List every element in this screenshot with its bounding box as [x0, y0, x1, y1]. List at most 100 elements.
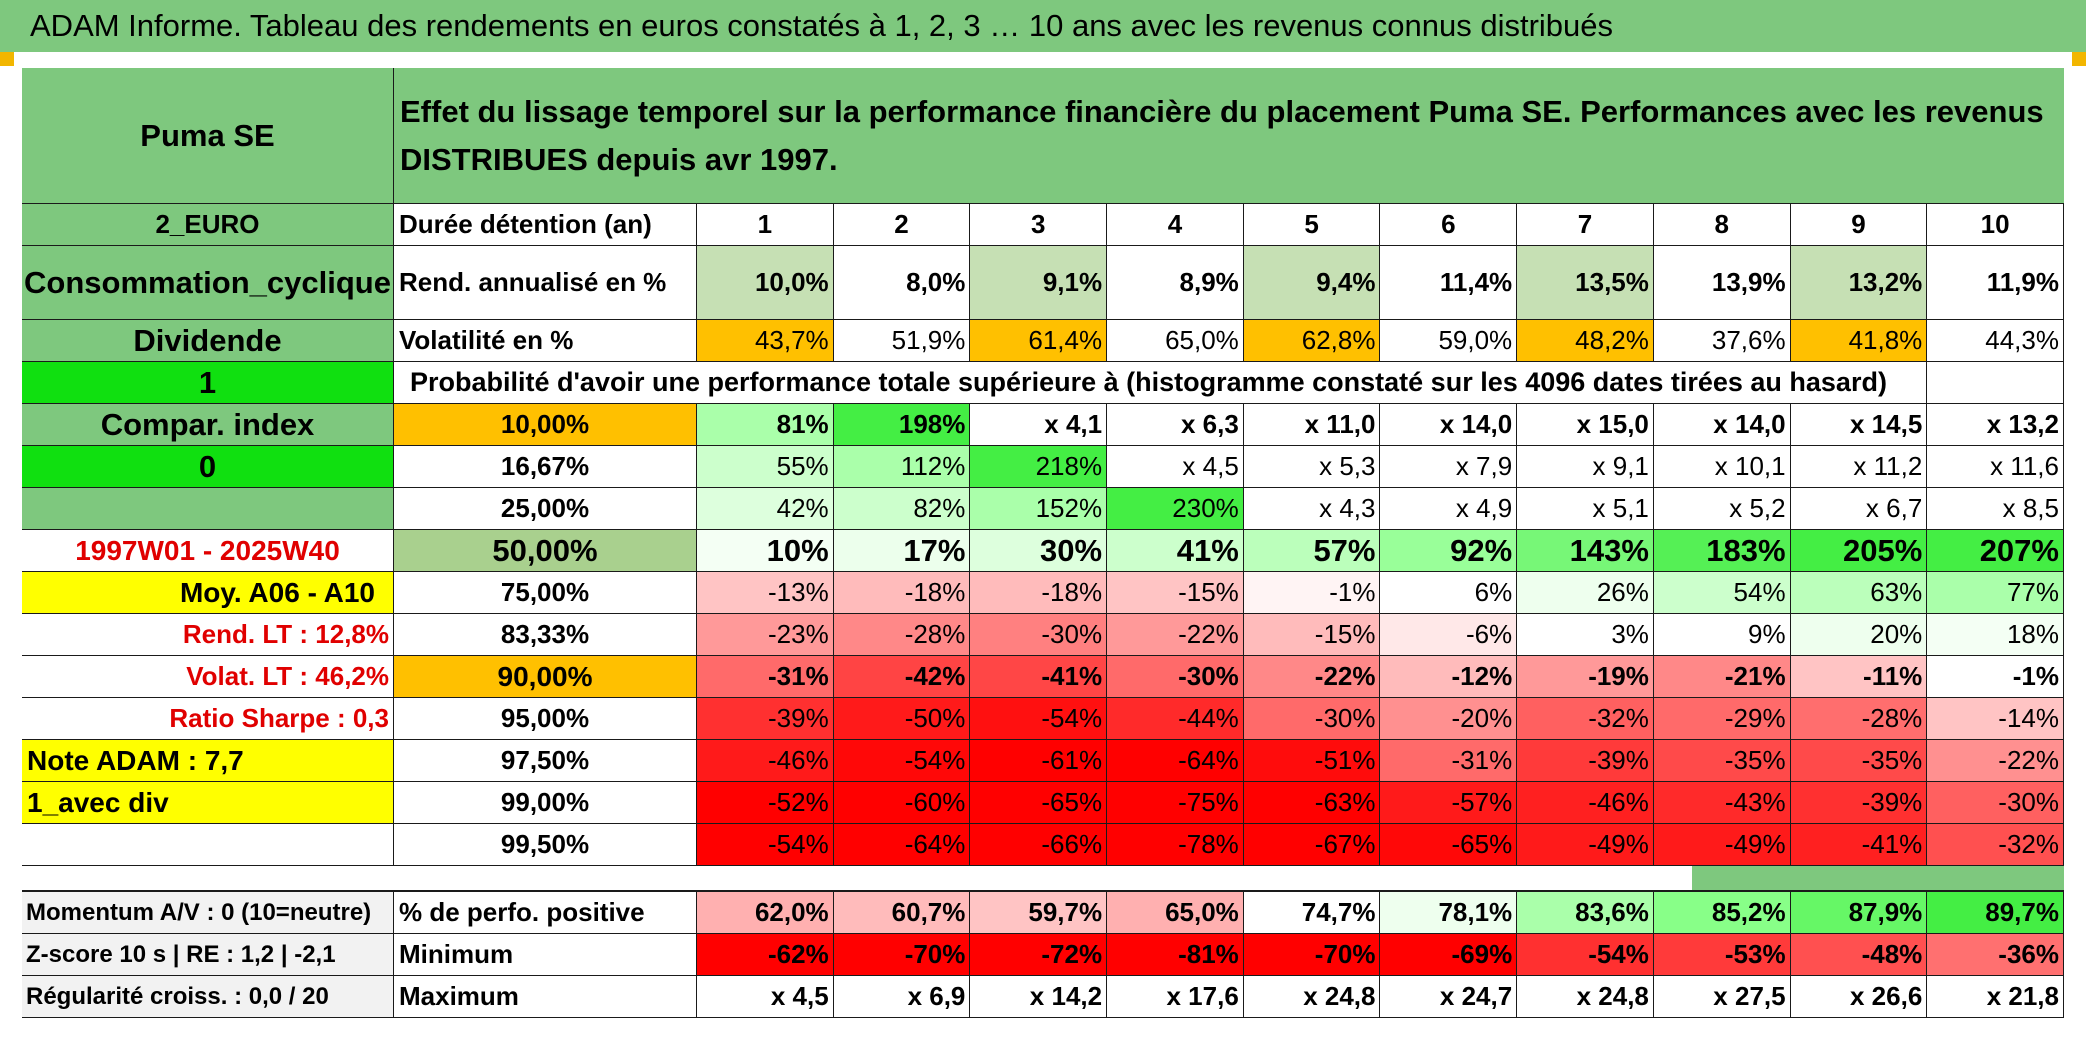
- pct-pos-cell: 78,1%: [1380, 892, 1518, 934]
- percentile-cell: x 8,5: [1927, 488, 2064, 530]
- percentile-cell: -46%: [1517, 782, 1654, 824]
- pct-pos-cell: 85,2%: [1653, 892, 1791, 934]
- min-cell: -81%: [1107, 934, 1244, 976]
- gold-corner-marker: [0, 52, 14, 66]
- percentile-cell: -61%: [970, 740, 1108, 782]
- empty-cell: [22, 824, 394, 866]
- percentile-cell: -54%: [970, 698, 1108, 740]
- percentile-cell: 18%: [1927, 614, 2064, 656]
- percentile-cell: -64%: [833, 824, 971, 866]
- percentile-cell: -21%: [1653, 656, 1791, 698]
- average-label: Moy. A06 - A10: [22, 572, 394, 614]
- percentile-cell: -1%: [1927, 656, 2064, 698]
- year-header: 7: [1517, 204, 1654, 246]
- percentile-label: 95,00%: [394, 698, 697, 740]
- percentile-cell: 6%: [1380, 572, 1518, 614]
- percentile-cell: x 5,1: [1517, 488, 1654, 530]
- rend-cell: 13,5%: [1517, 246, 1654, 320]
- rend-cell: 11,9%: [1927, 246, 2064, 320]
- percentile-cell: x 11,0: [1243, 404, 1381, 446]
- percentile-label: 97,50%: [394, 740, 697, 782]
- percentile-cell: 26%: [1517, 572, 1654, 614]
- duration-label: Durée détention (an): [394, 204, 697, 246]
- percentile-label: 99,00%: [394, 782, 697, 824]
- min-cell: -69%: [1380, 934, 1518, 976]
- percentile-cell: -63%: [1243, 782, 1381, 824]
- percentile-cell: 207%: [1927, 530, 2064, 572]
- percentile-cell: x 14,0: [1653, 404, 1791, 446]
- rend-cell: 8,9%: [1107, 246, 1244, 320]
- percentile-cell: -43%: [1653, 782, 1791, 824]
- percentile-cell: 205%: [1790, 530, 1928, 572]
- percentile-cell: 82%: [833, 488, 971, 530]
- pct-pos-cell: 59,7%: [970, 892, 1108, 934]
- sector-label: Consommation_cyclique: [22, 246, 394, 320]
- percentile-cell: 92%: [1380, 530, 1518, 572]
- max-cell: x 4,5: [697, 976, 834, 1018]
- vol-cell: 65,0%: [1107, 320, 1244, 362]
- gold-corner-marker: [2072, 52, 2086, 66]
- percentile-cell: 3%: [1517, 614, 1654, 656]
- percentile-cell: 9%: [1653, 614, 1791, 656]
- percentile-cell: -52%: [697, 782, 834, 824]
- percentile-cell: 55%: [697, 446, 834, 488]
- volat-lt-label: Volat. LT : 46,2%: [22, 656, 394, 698]
- year-header: 4: [1107, 204, 1244, 246]
- rend-cell: 11,4%: [1380, 246, 1518, 320]
- vol-cell: 62,8%: [1243, 320, 1381, 362]
- max-cell: x 24,7: [1380, 976, 1518, 1018]
- percentile-cell: -31%: [697, 656, 834, 698]
- percentile-cell: x 14,5: [1790, 404, 1928, 446]
- vol-cell: 61,4%: [970, 320, 1108, 362]
- percentile-cell: -28%: [1790, 698, 1928, 740]
- percentile-cell: -14%: [1927, 698, 2064, 740]
- flag-cell-1[interactable]: 1: [22, 362, 394, 404]
- percentile-cell: 54%: [1653, 572, 1791, 614]
- pct-pos-cell: 74,7%: [1243, 892, 1381, 934]
- percentile-cell: x 9,1: [1517, 446, 1654, 488]
- percentile-cell: x 4,5: [1107, 446, 1244, 488]
- percentile-label: 10,00%: [394, 404, 697, 446]
- max-cell: x 26,6: [1790, 976, 1928, 1018]
- percentile-cell: x 5,2: [1653, 488, 1791, 530]
- percentile-cell: -30%: [1927, 782, 2064, 824]
- percentile-label: 90,00%: [394, 656, 697, 698]
- currency-label: 2_EURO: [22, 204, 394, 246]
- percentile-cell: x 13,2: [1927, 404, 2064, 446]
- report-banner: ADAM Informe. Tableau des rendements en …: [0, 0, 2086, 52]
- percentile-cell: -39%: [1790, 782, 1928, 824]
- rend-label: Rend. annualisé en %: [394, 246, 697, 320]
- percentile-cell: -46%: [697, 740, 834, 782]
- percentile-cell: x 4,1: [970, 404, 1108, 446]
- flag-cell-0[interactable]: 0: [22, 446, 394, 488]
- percentile-cell: 41%: [1107, 530, 1244, 572]
- period-label: 1997W01 - 2025W40: [22, 530, 394, 572]
- percentile-cell: -13%: [697, 572, 834, 614]
- percentile-cell: 20%: [1790, 614, 1928, 656]
- percentile-cell: -15%: [1107, 572, 1244, 614]
- max-cell: x 14,2: [970, 976, 1108, 1018]
- vol-cell: 37,6%: [1653, 320, 1791, 362]
- percentile-cell: -30%: [1107, 656, 1244, 698]
- percentile-cell: -67%: [1243, 824, 1381, 866]
- vol-cell: 48,2%: [1517, 320, 1654, 362]
- percentile-cell: -30%: [1243, 698, 1381, 740]
- rend-cell: 13,9%: [1653, 246, 1791, 320]
- pct-pos-label: % de perfo. positive: [394, 892, 697, 934]
- max-label: Maximum: [394, 976, 697, 1018]
- percentile-cell: -75%: [1107, 782, 1244, 824]
- percentile-cell: -39%: [1517, 740, 1654, 782]
- min-cell: -62%: [697, 934, 834, 976]
- percentile-cell: 152%: [970, 488, 1108, 530]
- year-header: 8: [1653, 204, 1791, 246]
- percentile-cell: -11%: [1790, 656, 1928, 698]
- percentile-cell: 57%: [1243, 530, 1381, 572]
- percentile-cell: -31%: [1380, 740, 1518, 782]
- percentile-cell: 30%: [970, 530, 1108, 572]
- vol-label: Volatilité en %: [394, 320, 697, 362]
- sharpe-label: Ratio Sharpe : 0,3: [22, 698, 394, 740]
- percentile-cell: x 6,3: [1107, 404, 1244, 446]
- percentile-cell: -66%: [970, 824, 1108, 866]
- year-header: 9: [1790, 204, 1928, 246]
- min-cell: -70%: [1243, 934, 1381, 976]
